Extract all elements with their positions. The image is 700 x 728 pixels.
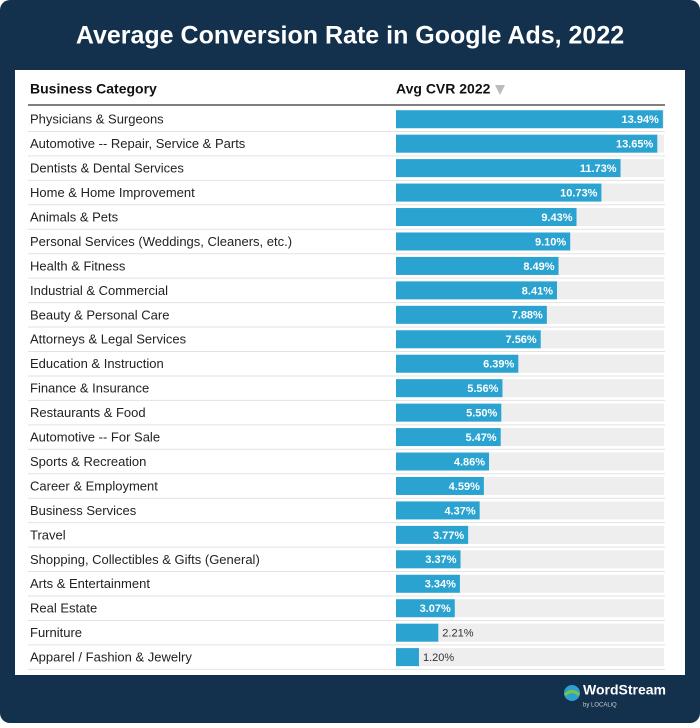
bar-track bbox=[396, 550, 664, 569]
value-label: 3.07% bbox=[420, 603, 451, 615]
column-header: Business Category bbox=[30, 81, 157, 97]
byline: by LOCALiQ bbox=[583, 703, 617, 709]
bar bbox=[396, 452, 490, 471]
value-label: 10.73% bbox=[560, 187, 598, 199]
bar bbox=[396, 183, 602, 202]
category-label: Health & Fitness bbox=[30, 258, 126, 273]
value-label: 5.47% bbox=[466, 432, 497, 444]
bar bbox=[396, 232, 571, 251]
logo-icon bbox=[563, 690, 581, 697]
category-label: Automotive -- Repair, Service & Parts bbox=[30, 136, 246, 151]
bar-track bbox=[396, 648, 664, 667]
value-label: 6.39% bbox=[483, 359, 514, 371]
bar bbox=[396, 648, 419, 667]
category-label: Beauty & Personal Care bbox=[30, 307, 169, 322]
value-label: 4.37% bbox=[444, 505, 475, 517]
value-label: 13.65% bbox=[616, 139, 654, 151]
category-label: Business Services bbox=[30, 503, 137, 518]
bar bbox=[396, 159, 621, 178]
category-label: Arts & Entertainment bbox=[30, 576, 150, 591]
bar bbox=[396, 550, 461, 569]
value-label: 5.50% bbox=[466, 408, 497, 420]
value-label: 9.10% bbox=[535, 236, 566, 248]
category-label: Personal Services (Weddings, Cleaners, e… bbox=[30, 234, 292, 249]
category-label: Dentists & Dental Services bbox=[30, 161, 184, 176]
bar bbox=[396, 403, 502, 422]
column-header: Avg CVR 2022 bbox=[396, 81, 491, 97]
bar bbox=[396, 330, 541, 349]
value-label: 3.37% bbox=[425, 554, 456, 566]
category-label: Physicians & Surgeons bbox=[30, 112, 164, 127]
bar bbox=[396, 623, 439, 642]
category-label: Career & Employment bbox=[30, 478, 158, 493]
value-label: 13.94% bbox=[622, 114, 660, 126]
value-label: 8.41% bbox=[522, 285, 553, 297]
category-label: Shopping, Collectibles & Gifts (General) bbox=[30, 552, 260, 567]
value-label: 3.34% bbox=[425, 579, 456, 591]
category-label: Finance & Insurance bbox=[30, 381, 149, 396]
value-label: 11.73% bbox=[580, 163, 617, 175]
value-label: 4.86% bbox=[454, 456, 485, 468]
value-label: 5.56% bbox=[467, 383, 498, 395]
value-label: 8.49% bbox=[523, 261, 554, 273]
value-label: 7.88% bbox=[512, 310, 543, 322]
bar bbox=[396, 599, 455, 618]
bar bbox=[396, 501, 480, 520]
value-label: 7.56% bbox=[506, 334, 537, 346]
category-label: Education & Instruction bbox=[30, 356, 164, 371]
bar bbox=[396, 134, 658, 153]
bar bbox=[396, 525, 469, 544]
bar bbox=[396, 208, 577, 227]
category-label: Furniture bbox=[30, 625, 82, 640]
bar-track bbox=[396, 574, 664, 593]
value-label: 9.43% bbox=[541, 212, 572, 224]
bar bbox=[396, 305, 547, 324]
bar bbox=[396, 281, 557, 300]
sort-icon bbox=[495, 85, 505, 95]
value-label: 3.77% bbox=[433, 530, 464, 542]
bar bbox=[396, 354, 519, 373]
category-label: Automotive -- For Sale bbox=[30, 430, 160, 445]
category-label: Attorneys & Legal Services bbox=[30, 332, 187, 347]
category-label: Travel bbox=[30, 527, 66, 542]
category-label: Sports & Recreation bbox=[30, 454, 146, 469]
category-label: Industrial & Commercial bbox=[30, 283, 168, 298]
category-label: Apparel / Fashion & Jewelry bbox=[30, 650, 192, 665]
bar bbox=[396, 574, 460, 593]
chart-title: Average Conversion Rate in Google Ads, 2… bbox=[76, 22, 624, 50]
bar bbox=[396, 379, 503, 398]
value-label: 2.21% bbox=[442, 628, 473, 640]
category-label: Real Estate bbox=[30, 601, 97, 616]
bar bbox=[396, 428, 501, 447]
category-label: Animals & Pets bbox=[30, 209, 119, 224]
bar bbox=[396, 476, 484, 495]
bar bbox=[396, 110, 663, 129]
category-label: Restaurants & Food bbox=[30, 405, 146, 420]
brand: WordStream bbox=[583, 682, 666, 698]
bar-track bbox=[396, 623, 664, 642]
category-label: Home & Home Improvement bbox=[30, 185, 195, 200]
bar-track bbox=[396, 599, 664, 618]
value-label: 1.20% bbox=[423, 652, 454, 664]
value-label: 4.59% bbox=[449, 481, 480, 493]
bar bbox=[396, 256, 559, 275]
